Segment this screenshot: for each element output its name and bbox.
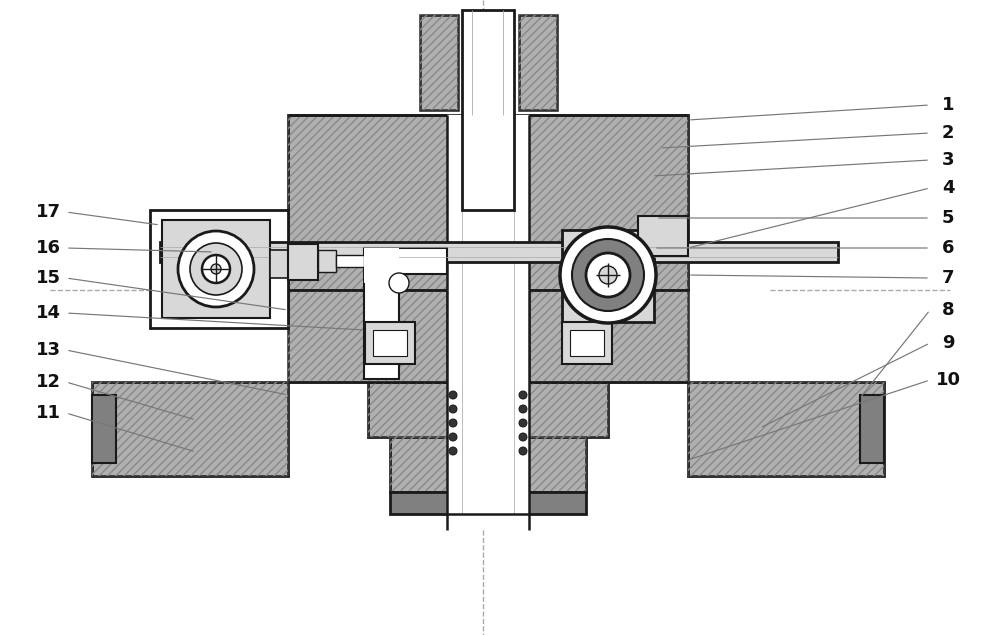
Bar bbox=[462, 10, 514, 210]
Text: 7: 7 bbox=[942, 269, 954, 287]
Bar bbox=[368, 382, 608, 437]
Circle shape bbox=[599, 266, 617, 284]
Bar bbox=[336, 255, 364, 267]
Bar bbox=[160, 242, 838, 262]
Bar bbox=[688, 382, 884, 476]
Bar bbox=[364, 248, 447, 274]
Circle shape bbox=[449, 391, 457, 399]
Bar bbox=[390, 437, 586, 492]
Bar bbox=[288, 115, 478, 290]
Bar bbox=[529, 290, 688, 382]
Bar bbox=[420, 15, 458, 110]
Text: 8: 8 bbox=[942, 301, 954, 319]
Text: 17: 17 bbox=[36, 203, 60, 221]
Text: 3: 3 bbox=[942, 151, 954, 169]
Text: 4: 4 bbox=[942, 179, 954, 197]
Circle shape bbox=[389, 273, 409, 293]
Bar bbox=[688, 382, 884, 476]
Bar bbox=[364, 248, 399, 283]
Bar bbox=[562, 230, 654, 322]
Bar bbox=[570, 330, 604, 356]
Bar bbox=[288, 246, 300, 261]
Bar bbox=[270, 250, 290, 278]
Circle shape bbox=[202, 255, 230, 283]
Text: 5: 5 bbox=[942, 209, 954, 227]
Circle shape bbox=[211, 264, 221, 274]
Bar bbox=[529, 290, 688, 382]
Bar bbox=[364, 274, 399, 379]
Circle shape bbox=[586, 253, 630, 297]
Bar bbox=[638, 216, 688, 256]
Circle shape bbox=[449, 433, 457, 441]
Bar bbox=[519, 15, 557, 110]
Bar bbox=[528, 382, 608, 437]
Bar bbox=[368, 382, 448, 437]
Bar bbox=[519, 15, 557, 110]
Text: 13: 13 bbox=[36, 341, 60, 359]
Bar bbox=[318, 250, 336, 272]
Bar bbox=[390, 437, 586, 492]
Text: 10: 10 bbox=[936, 371, 960, 389]
Circle shape bbox=[519, 447, 527, 455]
Bar bbox=[288, 290, 447, 382]
Bar bbox=[288, 244, 318, 280]
Bar bbox=[288, 115, 688, 290]
Bar bbox=[447, 115, 529, 290]
Bar bbox=[562, 322, 612, 364]
Bar bbox=[92, 382, 288, 476]
Text: 11: 11 bbox=[36, 404, 60, 422]
Circle shape bbox=[560, 227, 656, 323]
Circle shape bbox=[190, 243, 242, 295]
Circle shape bbox=[449, 419, 457, 427]
Circle shape bbox=[519, 391, 527, 399]
Bar bbox=[92, 395, 116, 463]
Bar bbox=[860, 395, 884, 463]
Text: 15: 15 bbox=[36, 269, 60, 287]
Bar bbox=[365, 322, 415, 364]
Circle shape bbox=[572, 239, 644, 311]
Bar bbox=[447, 290, 529, 530]
Text: 12: 12 bbox=[36, 373, 60, 391]
Text: 2: 2 bbox=[942, 124, 954, 142]
Bar bbox=[498, 115, 688, 290]
Text: 6: 6 bbox=[942, 239, 954, 257]
Circle shape bbox=[519, 433, 527, 441]
Bar bbox=[373, 330, 407, 356]
Text: 14: 14 bbox=[36, 304, 60, 322]
Bar bbox=[390, 492, 586, 514]
Circle shape bbox=[519, 419, 527, 427]
Text: 1: 1 bbox=[942, 96, 954, 114]
Text: 16: 16 bbox=[36, 239, 60, 257]
Bar bbox=[150, 210, 288, 328]
Bar bbox=[420, 15, 458, 110]
Circle shape bbox=[449, 447, 457, 455]
Circle shape bbox=[449, 405, 457, 413]
Bar bbox=[288, 290, 447, 382]
Bar bbox=[162, 220, 270, 318]
Circle shape bbox=[178, 231, 254, 307]
Bar bbox=[92, 382, 288, 476]
Text: 9: 9 bbox=[942, 334, 954, 352]
Circle shape bbox=[519, 405, 527, 413]
